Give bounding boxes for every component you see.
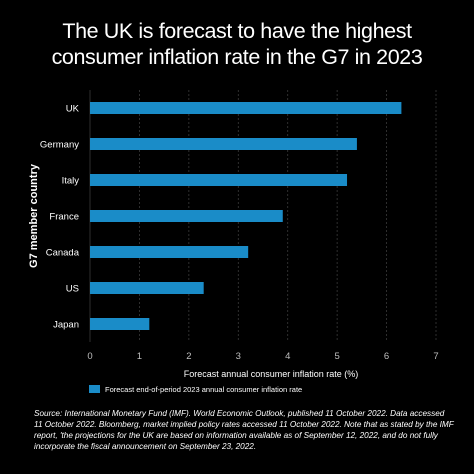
x-tick-label: 2: [186, 351, 191, 362]
x-tick-labels: 0 1 2 3 4 5 6 7: [87, 351, 438, 362]
x-axis-label: Forecast annual consumer inflation rate …: [184, 369, 359, 379]
x-tick-label: 4: [285, 351, 290, 362]
chart-title-line-2: consumer inflation rate in the G7 in 202…: [51, 45, 423, 69]
bars: [90, 102, 402, 330]
bar: [90, 210, 283, 222]
x-tick-label: 1: [137, 351, 142, 362]
y-tick-labels: UK Germany Italy France Canada US Japan: [40, 104, 80, 331]
x-tick-label: 6: [384, 351, 389, 362]
legend: Forecast end-of-period 2023 annual consu…: [89, 385, 302, 394]
legend-swatch: [89, 385, 100, 393]
x-tick-label: 7: [433, 351, 438, 362]
y-tick-label: Japan: [53, 320, 79, 331]
chart-title: The UK is forecast to have the highest c…: [0, 18, 474, 70]
y-tick-label: UK: [66, 104, 80, 115]
y-tick-label: Canada: [46, 248, 80, 259]
source-note: Source: International Monetary Fund (IMF…: [34, 409, 454, 451]
bar: [90, 102, 402, 114]
bar: [90, 282, 204, 294]
bar: [90, 174, 348, 186]
x-tick-label: 0: [87, 351, 92, 362]
y-tick-label: France: [49, 212, 79, 223]
y-axis-label: G7 member country: [28, 163, 40, 268]
chart-title-line-1: The UK is forecast to have the highest: [62, 19, 412, 43]
legend-label: Forecast end-of-period 2023 annual consu…: [105, 385, 302, 394]
bar: [90, 246, 249, 258]
bar: [90, 138, 357, 150]
bar-chart: UK Germany Italy France Canada US Japan 0 1 2 3 4 5…: [28, 90, 439, 394]
x-tick-label: 5: [334, 351, 339, 362]
bar: [90, 318, 150, 330]
x-tick-label: 3: [236, 351, 241, 362]
y-tick-label: US: [66, 284, 79, 295]
y-tick-label: Italy: [62, 176, 80, 187]
y-tick-label: Germany: [40, 140, 79, 151]
